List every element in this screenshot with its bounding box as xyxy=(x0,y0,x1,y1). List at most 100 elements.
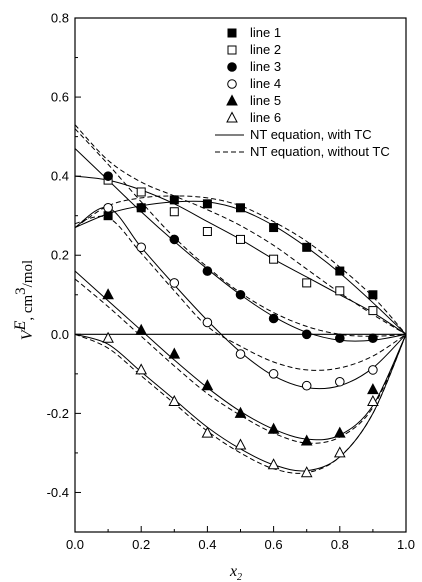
data-point-line-4 xyxy=(169,278,180,288)
data-point-line-4 xyxy=(235,349,246,359)
data-point-line-6 xyxy=(367,394,379,407)
legend-label: line 6 xyxy=(250,110,281,125)
x-tick-label: 0.4 xyxy=(198,537,216,552)
data-point-line-6 xyxy=(234,438,247,450)
legend-label: line 3 xyxy=(250,59,281,74)
data-point-line-1 xyxy=(368,290,378,300)
data-point-line-5 xyxy=(201,379,214,391)
data-point-line-3 xyxy=(335,333,345,344)
data-point-line-6 xyxy=(201,426,214,438)
legend-label: line 1 xyxy=(250,25,281,40)
y-tick-label: 0.4 xyxy=(51,169,69,184)
legend: line 1 line 2 line 3 line 4 line 5 line 6 NT e… xyxy=(215,25,390,159)
data-point-line-6 xyxy=(333,446,346,458)
data-point-line-4 xyxy=(335,376,345,387)
x-tick-label: 0.2 xyxy=(132,537,150,552)
data-point-line-2 xyxy=(136,187,146,197)
plot-frame xyxy=(74,17,407,533)
legend-marker-line-5 xyxy=(226,94,238,106)
data-point-line-5 xyxy=(102,288,114,300)
y-tick-label: -0.4 xyxy=(47,485,69,500)
legend-label: line 2 xyxy=(250,42,281,57)
data-point-line-5 xyxy=(267,422,280,434)
y-axis-label: VE, cm3/mol xyxy=(12,260,36,340)
y-tick-label: 0.2 xyxy=(51,248,69,263)
x-tick-label: 1.0 xyxy=(397,537,415,552)
legend-marker-line-2 xyxy=(227,45,237,55)
data-point-line-3 xyxy=(235,289,246,300)
data-point-line-2 xyxy=(302,278,312,288)
data-point-line-4 xyxy=(268,369,279,379)
curve-without-tc xyxy=(74,278,407,444)
data-point-line-1 xyxy=(335,266,345,276)
y-tick-label: 0.6 xyxy=(51,90,69,105)
x-axis-label: x2 xyxy=(229,563,242,582)
data-point-line-6 xyxy=(102,331,114,343)
x-axis-label-var: x xyxy=(229,563,237,580)
data-point-line-4 xyxy=(368,365,378,375)
legend-marker-line-1 xyxy=(227,28,237,38)
legend-label: NT equation, without TC xyxy=(250,144,390,159)
y-axis-label-unit-rest: /mol xyxy=(20,260,36,288)
y-axis-label-unit: , cm xyxy=(20,294,36,320)
y-axis-ticks: -0.4 -0.2 0.0 0.2 0.4 0.6 0.8 xyxy=(47,11,81,533)
x-tick-label: 0.6 xyxy=(265,537,283,552)
data-point-line-2 xyxy=(368,306,378,316)
x-tick-label: 0.8 xyxy=(331,537,349,552)
data-point-line-2 xyxy=(269,254,279,264)
data-point-line-3 xyxy=(136,202,146,213)
data-point-line-4 xyxy=(301,380,312,391)
x-axis-label-sub: 2 xyxy=(237,572,242,582)
data-point-line-4 xyxy=(103,202,113,213)
y-tick-label: -0.2 xyxy=(47,406,69,421)
data-point-line-2 xyxy=(236,234,245,244)
curve-without-tc xyxy=(74,333,407,474)
data-point-line-5 xyxy=(234,406,247,418)
y-tick-label: 0.8 xyxy=(51,11,69,26)
data-point-line-5 xyxy=(333,426,346,438)
legend-label: line 4 xyxy=(250,76,281,91)
data-point-line-2 xyxy=(335,286,345,296)
data-point-line-5 xyxy=(367,383,379,395)
data-point-line-3 xyxy=(268,313,279,324)
y-axis-label-sup: E xyxy=(12,320,29,331)
curve-without-tc xyxy=(74,195,407,335)
x-tick-label: 0.0 xyxy=(66,537,84,552)
data-point-line-6 xyxy=(300,466,313,478)
y-tick-label: 0.0 xyxy=(51,327,69,342)
data-point-line-6 xyxy=(168,394,181,407)
legend-label: NT equation, with TC xyxy=(250,127,372,142)
data-point-line-6 xyxy=(135,363,148,375)
x-axis-ticks: 0.0 0.2 0.4 0.6 0.8 1.0 xyxy=(66,526,415,552)
legend-marker-line-4 xyxy=(227,79,237,89)
data-point-line-1 xyxy=(103,211,113,221)
legend-marker-line-3 xyxy=(227,62,237,72)
data-point-line-1 xyxy=(236,203,245,213)
data-point-line-6 xyxy=(267,458,280,470)
data-point-line-2 xyxy=(202,227,212,237)
data-point-line-5 xyxy=(300,434,313,446)
data-point-line-2 xyxy=(169,207,179,217)
data-point-line-1 xyxy=(302,242,312,252)
legend-marker-line-6 xyxy=(226,111,238,123)
data-point-line-1 xyxy=(202,199,212,209)
y-axis-label-var: V xyxy=(19,328,36,340)
curve-with-tc xyxy=(74,148,407,342)
data-point-line-5 xyxy=(168,347,181,359)
curve-without-tc xyxy=(74,124,407,335)
curve-with-tc xyxy=(74,175,407,335)
curve-with-tc xyxy=(74,200,407,335)
data-point-line-3 xyxy=(301,329,312,340)
data-point-line-3 xyxy=(368,333,378,344)
data-point-line-4 xyxy=(136,242,146,253)
data-point-line-3 xyxy=(202,266,213,276)
curve-without-tc xyxy=(74,215,407,371)
data-point-line-1 xyxy=(269,223,279,233)
data-point-line-5 xyxy=(135,323,148,335)
data-point-line-4 xyxy=(202,317,213,328)
data-points xyxy=(102,171,379,478)
data-point-line-3 xyxy=(169,234,180,245)
data-point-line-3 xyxy=(103,171,113,181)
y-axis-label-unit-sup: 3 xyxy=(13,287,29,295)
